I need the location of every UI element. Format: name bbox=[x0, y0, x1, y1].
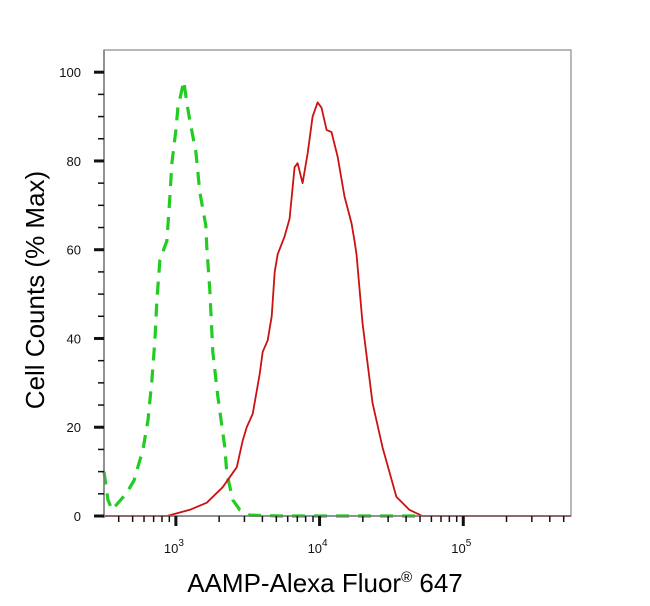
y-tick-label: 20 bbox=[67, 420, 81, 435]
x-tick-label-base: 10 bbox=[451, 541, 465, 556]
x-tick-label-exponent: 5 bbox=[466, 538, 472, 549]
y-tick-label: 40 bbox=[67, 331, 81, 346]
y-tick-label: 60 bbox=[67, 243, 81, 258]
sample-histogram-line bbox=[104, 101, 571, 517]
y-tick-label: 80 bbox=[67, 154, 81, 169]
x-tick-label-base: 10 bbox=[308, 541, 322, 556]
x-tick-label-base: 10 bbox=[164, 541, 178, 556]
x-tick-label: 103 bbox=[164, 538, 184, 556]
x-tick-label-exponent: 3 bbox=[178, 538, 184, 549]
x-axis-title: AAMP-Alexa Fluor® 647 bbox=[187, 568, 463, 598]
x-axis-title-main: AAMP-Alexa Fluor bbox=[187, 568, 401, 598]
x-tick-label-exponent: 4 bbox=[322, 538, 328, 549]
y-tick-label: 0 bbox=[74, 509, 81, 524]
y-axis-title: Cell Counts (% Max) bbox=[20, 171, 50, 409]
series-layer bbox=[102, 79, 571, 518]
y-tick-label: 100 bbox=[59, 65, 81, 80]
x-axis-title-tail: 647 bbox=[412, 568, 463, 598]
x-axis-title-registered-mark: ® bbox=[401, 569, 412, 586]
x-tick-label: 105 bbox=[451, 538, 471, 556]
control-histogram-line bbox=[102, 79, 420, 518]
x-tick-label: 104 bbox=[308, 538, 328, 556]
plot-frame bbox=[103, 49, 572, 517]
